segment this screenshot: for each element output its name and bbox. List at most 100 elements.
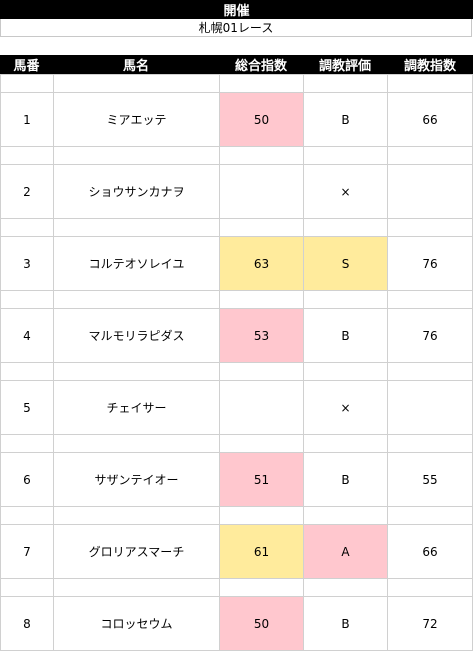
overall-index-cell[interactable]: 50 — [219, 92, 304, 147]
col-header-training-index[interactable]: 調教指数 — [403, 59, 456, 74]
horse-name-cell[interactable]: コロッセウム — [53, 596, 220, 651]
col-header-training-eval[interactable]: 調教評価 — [318, 59, 371, 74]
training-eval-cell[interactable]: A — [303, 524, 388, 579]
empty-cell[interactable] — [53, 290, 220, 309]
training-eval-cell[interactable]: S — [303, 236, 388, 291]
empty-cell[interactable] — [219, 506, 304, 525]
empty-cell[interactable] — [53, 506, 220, 525]
horse-row: 3 コルテオソレイユ 63 S 76 — [0, 236, 473, 291]
empty-cell[interactable] — [219, 74, 304, 93]
empty-cell[interactable] — [387, 506, 473, 525]
empty-cell[interactable] — [53, 218, 220, 237]
horse-name-cell[interactable]: ミアエッテ — [53, 92, 220, 147]
overall-index-cell[interactable] — [219, 164, 304, 219]
horse-name-cell[interactable]: マルモリラピダス — [53, 308, 220, 363]
spacer-row — [0, 578, 473, 597]
empty-cell[interactable] — [303, 578, 388, 597]
horse-name-cell[interactable]: ショウサンカナヲ — [53, 164, 220, 219]
training-eval-cell[interactable]: × — [303, 380, 388, 435]
empty-cell[interactable] — [0, 506, 54, 525]
overall-index-cell[interactable] — [219, 380, 304, 435]
empty-cell[interactable] — [0, 290, 54, 309]
horse-number-cell[interactable]: 7 — [0, 524, 54, 579]
empty-cell[interactable] — [0, 74, 54, 93]
training-eval-cell[interactable]: B — [303, 452, 388, 507]
training-eval-cell[interactable]: B — [303, 308, 388, 363]
horse-number-cell[interactable]: 1 — [0, 92, 54, 147]
spacer-row — [0, 506, 473, 525]
empty-cell[interactable] — [387, 146, 473, 165]
training-index-cell[interactable]: 76 — [387, 308, 473, 363]
empty-cell[interactable] — [303, 218, 388, 237]
horse-name-cell[interactable]: チェイサー — [53, 380, 220, 435]
horse-name-cell[interactable]: コルテオソレイユ — [53, 236, 220, 291]
horse-name-cell[interactable]: グロリアスマーチ — [53, 524, 220, 579]
empty-cell[interactable] — [0, 146, 54, 165]
spacer-row — [0, 74, 473, 93]
empty-cell[interactable] — [387, 578, 473, 597]
training-index-cell[interactable]: 55 — [387, 452, 473, 507]
training-index-cell[interactable]: 66 — [387, 524, 473, 579]
empty-cell[interactable] — [387, 74, 473, 93]
empty-cell[interactable] — [303, 362, 388, 381]
training-eval-cell[interactable]: B — [303, 596, 388, 651]
empty-cell[interactable] — [0, 218, 54, 237]
horse-name-cell[interactable]: サザンテイオー — [53, 452, 220, 507]
sheet-title: 開催 — [223, 4, 250, 19]
empty-cell[interactable] — [53, 434, 220, 453]
horse-number-cell[interactable]: 8 — [0, 596, 54, 651]
horse-number-cell[interactable]: 3 — [0, 236, 54, 291]
col-header-horse-name[interactable]: 馬名 — [122, 59, 149, 74]
empty-cell[interactable] — [219, 218, 304, 237]
col-header-horse-number[interactable]: 馬番 — [13, 59, 40, 74]
overall-index-cell[interactable]: 63 — [219, 236, 304, 291]
horse-row: 8 コロッセウム 50 B 72 — [0, 596, 473, 651]
horse-row: 5 チェイサー × — [0, 380, 473, 435]
horse-number-cell[interactable]: 4 — [0, 308, 54, 363]
horse-table: 1 ミアエッテ 50 B 66 2 ショウサンカナヲ × 3 コルテオソレイユ 63 S 76 4 マルモリ… — [0, 74, 473, 651]
empty-cell[interactable] — [0, 362, 54, 381]
overall-index-cell[interactable]: 61 — [219, 524, 304, 579]
training-eval-cell[interactable]: B — [303, 92, 388, 147]
horse-number-cell[interactable]: 6 — [0, 452, 54, 507]
empty-cell[interactable] — [219, 146, 304, 165]
overall-index-cell[interactable]: 53 — [219, 308, 304, 363]
empty-cell[interactable] — [219, 434, 304, 453]
empty-cell[interactable] — [219, 362, 304, 381]
training-index-cell[interactable]: 76 — [387, 236, 473, 291]
empty-cell[interactable] — [53, 362, 220, 381]
empty-cell[interactable] — [53, 74, 220, 93]
training-index-cell[interactable] — [387, 164, 473, 219]
training-index-cell[interactable] — [387, 380, 473, 435]
column-header-row: 馬番 馬名 総合指数 調教評価 調教指数 — [0, 55, 473, 74]
empty-cell[interactable] — [53, 578, 220, 597]
race-name-cell[interactable]: 札幌01レース — [0, 19, 472, 37]
empty-cell[interactable] — [303, 74, 388, 93]
overall-index-cell[interactable]: 51 — [219, 452, 304, 507]
sheet-title-cell[interactable]: 開催 — [0, 0, 473, 19]
spacer-row — [0, 434, 473, 453]
empty-cell[interactable] — [303, 290, 388, 309]
spacer-row — [0, 362, 473, 381]
empty-cell[interactable] — [0, 578, 54, 597]
col-header-overall-index[interactable]: 総合指数 — [234, 59, 287, 74]
training-eval-cell[interactable]: × — [303, 164, 388, 219]
horse-number-cell[interactable]: 2 — [0, 164, 54, 219]
empty-cell[interactable] — [303, 146, 388, 165]
empty-cell[interactable] — [387, 290, 473, 309]
race-name: 札幌01レース — [198, 21, 274, 35]
horse-number-cell[interactable]: 5 — [0, 380, 54, 435]
training-index-cell[interactable]: 72 — [387, 596, 473, 651]
empty-cell[interactable] — [219, 578, 304, 597]
empty-cell[interactable] — [303, 506, 388, 525]
training-index-cell[interactable]: 66 — [387, 92, 473, 147]
empty-cell[interactable] — [387, 218, 473, 237]
empty-cell[interactable] — [387, 434, 473, 453]
empty-cell[interactable] — [303, 434, 388, 453]
empty-cell[interactable] — [0, 434, 54, 453]
empty-cell[interactable] — [219, 290, 304, 309]
overall-index-cell[interactable]: 50 — [219, 596, 304, 651]
empty-cell[interactable] — [387, 362, 473, 381]
empty-cell[interactable] — [53, 146, 220, 165]
spacer-row — [0, 146, 473, 165]
